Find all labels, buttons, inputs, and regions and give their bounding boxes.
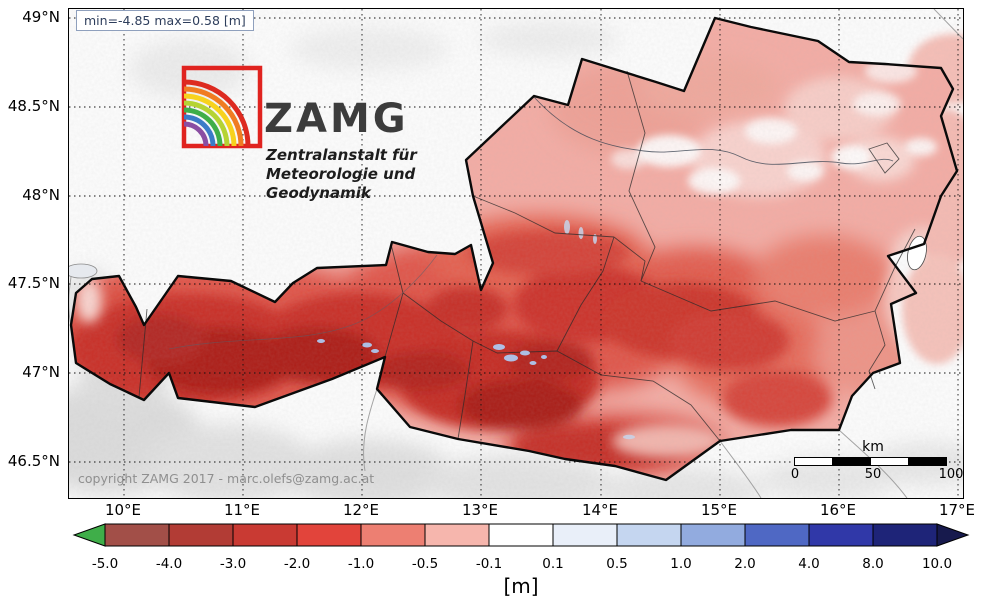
colorbar-segment xyxy=(424,523,490,547)
austria-border xyxy=(69,16,959,482)
colorbar-unit-label: [m] xyxy=(503,574,539,598)
lat-tick-label: 46.5°N xyxy=(7,452,60,470)
colorbar-tick-label: -5.0 xyxy=(92,556,118,572)
lon-tick-label: 17°E xyxy=(938,501,976,519)
inn-river xyxy=(168,254,438,350)
logo-subtitle-line: Geodynamik xyxy=(266,184,371,202)
colorbar-tick-label: 1.0 xyxy=(670,556,691,572)
colorbar: -5.0 -4.0 -3.0 -2.0 -1.0 -0.5 -0.1 0.1 0.5 1.0 2.0… xyxy=(72,523,970,572)
lon-tick-label: 13°E xyxy=(461,501,499,519)
colorbar-tick-label: -2.0 xyxy=(284,556,310,572)
colorbar-segment xyxy=(232,523,298,547)
colorbar-tick-label: -4.0 xyxy=(156,556,182,572)
logo-title: ZAMG xyxy=(264,96,409,142)
lake-bodensee xyxy=(69,263,98,279)
scalebar: km 0 50 100 xyxy=(791,439,964,483)
colorbar-tick-label: 4.0 xyxy=(798,556,819,572)
map-frame xyxy=(68,8,964,499)
lon-tick-label: 12°E xyxy=(342,501,380,519)
colorbar-segment xyxy=(296,523,362,547)
lon-tick-label: 15°E xyxy=(700,501,738,519)
scalebar-labels: 0 50 100 xyxy=(791,467,964,483)
logo-subtitle-line: Meteorologie und xyxy=(266,165,416,183)
colorbar-tick-label: -0.5 xyxy=(412,556,438,572)
lat-tick-label: 49°N xyxy=(22,8,60,26)
scalebar-segment xyxy=(832,457,871,466)
colorbar-segment xyxy=(104,523,170,547)
scalebar-tick-label: 50 xyxy=(864,467,882,482)
logo-subtitle: Zentralanstalt für Meteorologie und Geod… xyxy=(266,146,417,203)
lon-tick-label: 16°E xyxy=(819,501,857,519)
colorbar-segment xyxy=(744,523,810,547)
zamg-logo-mark xyxy=(181,65,263,149)
colorbar-segment xyxy=(872,523,938,547)
colorbar-segment xyxy=(616,523,682,547)
lon-tick-label: 11°E xyxy=(223,501,261,519)
lat-tick-label: 47°N xyxy=(22,363,60,381)
logo-subtitle-line: Zentralanstalt für xyxy=(266,146,417,164)
lat-tick-label: 47.5°N xyxy=(7,274,60,292)
colorbar-tick-label: -3.0 xyxy=(220,556,246,572)
lon-tick-label: 10°E xyxy=(104,501,142,519)
stats-annotation: min=-4.85 max=0.58 [m] xyxy=(76,10,254,31)
colorbar-tick-label: 10.0 xyxy=(922,556,952,572)
scalebar-segment xyxy=(794,457,833,466)
colorbar-tick-label: -1.0 xyxy=(348,556,374,572)
colorbar-tick-label: -0.1 xyxy=(476,556,502,572)
scalebar-tick-label: 100 xyxy=(938,467,964,482)
colorbar-tick-label: 0.1 xyxy=(542,556,563,572)
colorbar-segment xyxy=(360,523,426,547)
colorbar-segment xyxy=(808,523,874,547)
scalebar-segment xyxy=(870,457,909,466)
map-canvas xyxy=(69,9,963,498)
colorbar-tick-label: 8.0 xyxy=(862,556,883,572)
colorbar-scale: -5.0 -4.0 -3.0 -2.0 -1.0 -0.5 -0.1 0.1 0.5 1.0 2.0… xyxy=(72,523,970,572)
colorbar-tick-label: 2.0 xyxy=(734,556,755,572)
salzkammergut-lakes xyxy=(564,220,635,440)
scalebar-bar xyxy=(794,457,951,466)
rainbow-arcs-icon xyxy=(183,79,251,147)
glacier-dots xyxy=(317,339,547,365)
colorbar-over-arrow xyxy=(936,523,970,547)
scalebar-segment xyxy=(908,457,947,466)
colorbar-under-arrow xyxy=(72,523,106,547)
danube-river xyxy=(533,96,894,165)
colorbar-segment xyxy=(680,523,746,547)
lat-tick-label: 48°N xyxy=(22,186,60,204)
lat-tick-label: 48.5°N xyxy=(7,97,60,115)
colorbar-segment xyxy=(168,523,234,547)
colorbar-segment xyxy=(552,523,618,547)
scalebar-unit: km xyxy=(862,439,884,455)
lon-tick-label: 14°E xyxy=(581,501,619,519)
colorbar-segment xyxy=(488,523,554,547)
copyright-text: copyright ZAMG 2017 - marc.olefs@zamg.ac… xyxy=(78,471,375,486)
zamg-logo: ZAMG Zentralanstalt für Meteorologie und… xyxy=(178,60,438,220)
scalebar-tick-label: 0 xyxy=(790,467,800,482)
colorbar-tick-label: 0.5 xyxy=(606,556,627,572)
